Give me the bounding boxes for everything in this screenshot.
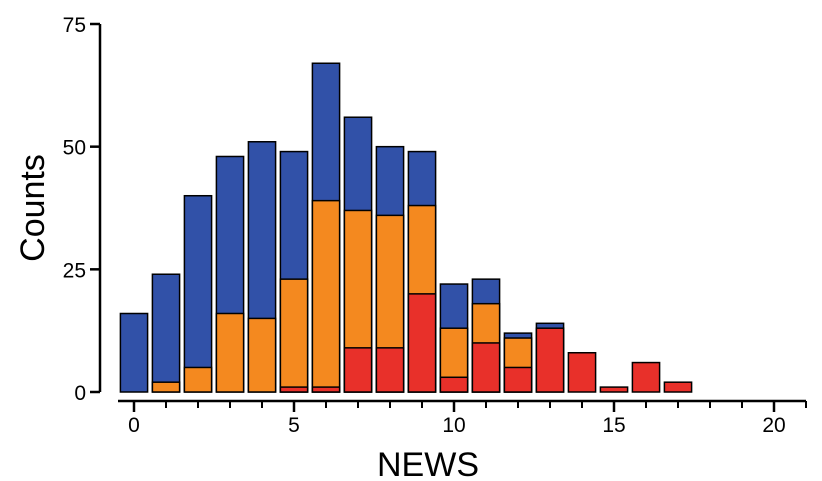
bar xyxy=(375,347,405,393)
y-tick-label: 25 xyxy=(63,259,86,282)
bar xyxy=(215,312,245,393)
bar xyxy=(151,273,181,393)
bar xyxy=(119,312,149,393)
bar xyxy=(407,293,437,393)
y-axis-label: Counts xyxy=(14,154,52,262)
bar xyxy=(311,386,341,393)
bar xyxy=(343,347,373,393)
y-tick-label: 50 xyxy=(63,137,86,160)
x-tick-label: 20 xyxy=(762,414,785,437)
bar xyxy=(471,342,501,393)
x-tick-label: 0 xyxy=(128,414,140,437)
x-axis-label: NEWS xyxy=(377,446,479,481)
x-tick-label: 15 xyxy=(602,414,625,437)
bar xyxy=(631,361,661,393)
x-tick-label: 5 xyxy=(288,414,300,437)
x-tick-label: 10 xyxy=(442,414,465,437)
bar xyxy=(439,376,469,393)
bar xyxy=(535,327,565,393)
bar xyxy=(311,199,341,393)
y-tick-label: 75 xyxy=(63,14,86,37)
bar xyxy=(663,381,693,393)
bar xyxy=(503,366,533,393)
bar xyxy=(183,194,213,393)
bar xyxy=(183,366,213,393)
bar xyxy=(599,386,629,393)
bar xyxy=(279,278,309,393)
bar xyxy=(247,317,277,393)
bar xyxy=(151,381,181,393)
y-tick-label: 0 xyxy=(74,382,86,405)
bar xyxy=(279,386,309,393)
bar xyxy=(567,351,597,393)
